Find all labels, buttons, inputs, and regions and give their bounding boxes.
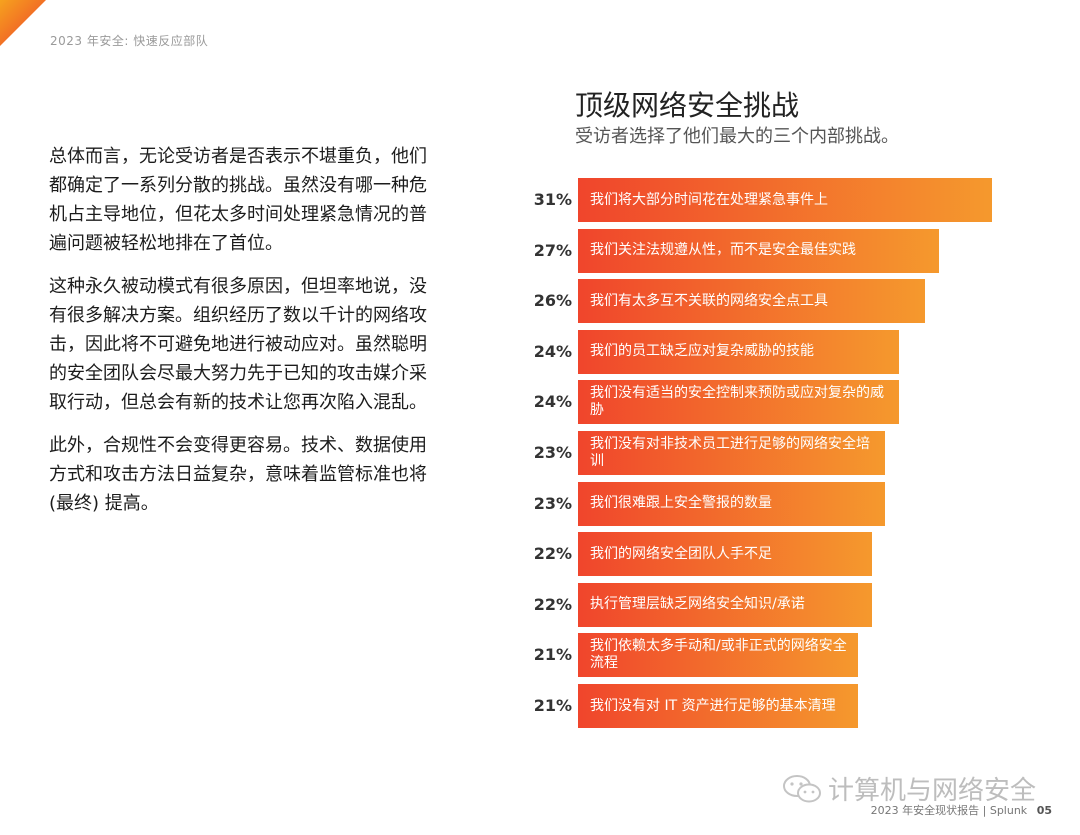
- body-text-column: 总体而言，无论受访者是否表示不堪重负，他们都确定了一系列分散的挑战。虽然没有哪一…: [49, 142, 439, 532]
- bar: 我们将大部分时间花在处理紧急事件上: [578, 178, 992, 222]
- bar-value-label: 27%: [533, 240, 572, 260]
- body-paragraph-3: 此外，合规性不会变得更容易。技术、数据使用方式和攻击方法日益复杂，意味着监管标准…: [49, 435, 427, 514]
- chart-subtitle: 受访者选择了他们最大的三个内部挑战。: [575, 126, 899, 147]
- bar-value-label: 21%: [533, 645, 572, 665]
- bar-category-label: 我们关注法规遵从性，而不是安全最佳实践: [590, 242, 856, 259]
- bar-value-label: 22%: [533, 594, 572, 614]
- bar-value-label: 23%: [533, 493, 572, 513]
- footer-text: 2023 年安全现状报告 | Splunk: [870, 804, 1028, 817]
- bar-value-label: 22%: [533, 544, 572, 564]
- corner-accent: [0, 0, 46, 46]
- bar-category-label: 我们没有适当的安全控制来预防或应对复杂的威胁: [590, 385, 884, 419]
- bar-value-label: 26%: [533, 291, 572, 311]
- chart-title: 顶级网络安全挑战: [575, 89, 800, 122]
- watermark: 计算机与网络安全: [782, 770, 1036, 807]
- bar: 我们的员工缺乏应对复杂威胁的技能: [578, 329, 899, 374]
- running-header: 2023 年安全: 快速反应部队: [50, 34, 209, 48]
- chart-heading: 顶级网络安全挑战 受访者选择了他们最大的三个内部挑战。: [575, 88, 1065, 150]
- bar-category-label: 我们依赖太多手动和/或非正式的网络安全流程: [590, 638, 847, 672]
- bar-value-label: 31%: [533, 190, 572, 209]
- bar: 我们的网络安全团队人手不足: [578, 532, 872, 577]
- bar-category-label: 执行管理层缺乏网络安全知识/承诺: [590, 596, 805, 613]
- bar: 我们有太多互不关联的网络安全点工具: [578, 279, 926, 324]
- bar-category-label: 我们没有对非技术员工进行足够的网络安全培训: [590, 436, 870, 469]
- bar: 执行管理层缺乏网络安全知识/承诺: [578, 582, 872, 627]
- bar: 我们没有对 IT 资产进行足够的基本清理: [578, 684, 859, 728]
- bar-value-label: 24%: [533, 341, 572, 361]
- bar-chart: 31% 我们将大部分时间花在处理紧急事件上 27% 我们关注法规遵从性，而不是安全最佳…: [520, 178, 1070, 748]
- bar-category-label: 我们的员工缺乏应对复杂威胁的技能: [590, 343, 814, 360]
- bar-category-label: 我们没有对 IT 资产进行足够的基本清理: [590, 697, 836, 714]
- watermark-text: 计算机与网络安全: [828, 776, 1037, 806]
- bar: 我们没有适当的安全控制来预防或应对复杂的威胁: [578, 380, 899, 425]
- page-number: 05: [1036, 804, 1052, 817]
- page-footer: 2023 年安全现状报告 | Splunk 05: [871, 802, 1052, 818]
- body-paragraph-1: 总体而言，无论受访者是否表示不堪重负，他们都确定了一系列分散的挑战。虽然没有哪一…: [49, 146, 427, 254]
- bar-category-label: 我们将大部分时间花在处理紧急事件上: [590, 191, 828, 208]
- bar-category-label: 我们的网络安全团队人手不足: [590, 545, 772, 562]
- bar-category-label: 我们很难跟上安全警报的数量: [590, 495, 772, 512]
- bar-value-label: 24%: [533, 392, 572, 412]
- bar: 我们依赖太多手动和/或非正式的网络安全流程: [578, 633, 859, 678]
- bar-category-label: 我们有太多互不关联的网络安全点工具: [590, 292, 828, 309]
- wechat-icon: [783, 774, 821, 802]
- body-paragraph-2: 这种永久被动模式有很多原因，但坦率地说，没有很多解决方案。组织经历了数以千计的网…: [49, 276, 427, 413]
- bar: 我们没有对非技术员工进行足够的网络安全培训: [578, 431, 886, 475]
- bar-value-label: 23%: [533, 443, 572, 462]
- bar: 我们关注法规遵从性，而不是安全最佳实践: [578, 228, 939, 273]
- bar-value-label: 21%: [533, 696, 572, 715]
- bar: 我们很难跟上安全警报的数量: [578, 481, 886, 526]
